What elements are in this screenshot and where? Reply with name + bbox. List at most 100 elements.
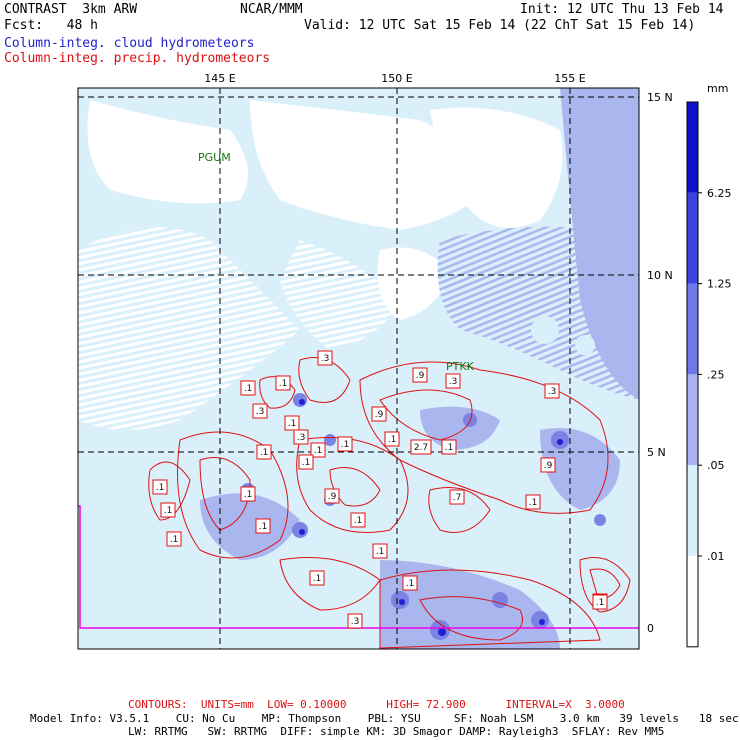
contour-value-label: .1	[309, 570, 325, 586]
svg-text:.3: .3	[256, 407, 265, 417]
init-time: Init: 12 UTC Thu 13 Feb 14	[520, 2, 724, 17]
svg-text:.1: .1	[288, 419, 297, 429]
contour-value-label: .1	[160, 502, 176, 518]
model-info-line-2: LW: RRTMG SW: RRTMG DIFF: simple KM: 3D …	[128, 725, 665, 738]
svg-text:.1: .1	[244, 384, 253, 394]
svg-text:.1: .1	[302, 458, 311, 468]
contour-value-label: .1	[255, 518, 271, 534]
contour-value-label: .3	[347, 613, 363, 629]
svg-text:.1: .1	[354, 516, 363, 526]
longitude-labels: 145 E 150 E 155 E	[204, 72, 585, 85]
contour-value-label: .3	[544, 383, 560, 399]
legend-cloud-hydrometeors: Column-integ. cloud hydrometeors	[4, 36, 255, 51]
valid-time: Valid: 12 UTC Sat 15 Feb 14 (22 ChT Sat …	[304, 18, 696, 33]
cloud-field	[78, 88, 639, 649]
contour-value-label: .1	[402, 575, 418, 591]
svg-text:.1: .1	[596, 598, 605, 608]
contour-value-label: .1	[275, 375, 291, 391]
model-title: CONTRAST 3km ARW	[4, 2, 138, 17]
svg-text:.1: .1	[170, 535, 179, 545]
svg-text:.1: .1	[156, 483, 165, 493]
svg-text:.1: .1	[260, 448, 269, 458]
contour-value-label: .1	[337, 436, 353, 452]
contour-value-label: .9	[412, 367, 428, 383]
contour-value-label: .1	[592, 594, 608, 610]
svg-text:.9: .9	[416, 371, 425, 381]
svg-text:.1: .1	[313, 574, 322, 584]
svg-text:.3: .3	[297, 433, 306, 443]
contour-value-label: .1	[372, 543, 388, 559]
colorbar-level: .05	[707, 459, 725, 472]
colorbar-level: 1.25	[707, 278, 732, 291]
svg-text:.1: .1	[164, 506, 173, 516]
contour-value-label: .3	[293, 429, 309, 445]
contour-value-label: .1	[298, 454, 314, 470]
contour-value-label: .3	[252, 403, 268, 419]
svg-text:.1: .1	[445, 443, 454, 453]
latitude-labels: 15 N 10 N 5 N 0	[647, 91, 673, 635]
contour-value-label: .1	[152, 479, 168, 495]
contour-value-label: .3	[445, 373, 461, 389]
svg-text:.3: .3	[548, 387, 557, 397]
svg-text:.1: .1	[259, 522, 268, 532]
contour-value-label: .1	[350, 512, 366, 528]
colorbar-segment	[687, 374, 698, 466]
longitude-label: 150 E	[381, 72, 412, 85]
svg-text:.1: .1	[529, 498, 538, 508]
station-label-ptkk: PTKK	[446, 360, 475, 373]
model-info-line-1: Model Info: V3.5.1 CU: No Cu MP: Thompso…	[30, 712, 739, 725]
contour-value-label: .1	[525, 494, 541, 510]
svg-text:.1: .1	[314, 446, 323, 456]
longitude-label: 155 E	[554, 72, 585, 85]
svg-text:.1: .1	[279, 379, 288, 389]
graticule	[78, 88, 639, 649]
colorbar-segment	[687, 102, 698, 193]
map-frame	[77, 87, 640, 650]
colorbar-level: 6.25	[707, 187, 732, 200]
svg-text:.1: .1	[406, 579, 415, 589]
contour-value-label: 2.7	[410, 439, 432, 455]
svg-text:.1: .1	[376, 547, 385, 557]
latitude-label: 5 N	[647, 446, 666, 459]
contour-value-label: .7	[449, 489, 465, 505]
svg-text:2.7: 2.7	[414, 443, 428, 453]
contour-value-label: .1	[384, 431, 400, 447]
colorbar-level: .25	[707, 368, 725, 381]
contour-value-labels: .3.1.1.3.1.1.3.9.3.9.3.1.1.1 2.7.1.1.1.1.…	[152, 350, 608, 629]
contour-value-label: .9	[324, 488, 340, 504]
latitude-label: 0	[647, 622, 654, 635]
svg-text:.1: .1	[388, 435, 397, 445]
latitude-label: 10 N	[647, 269, 673, 282]
svg-text:.1: .1	[244, 490, 253, 500]
colorbar-segment	[687, 283, 698, 375]
contour-value-label: .1	[166, 531, 182, 547]
contour-value-label: .1	[310, 442, 326, 458]
organization-label: NCAR/MMM	[240, 2, 303, 17]
colorbar: mm 6.25 1.25 .25 .05 .01	[686, 82, 732, 648]
colorbar-segment	[687, 465, 698, 556]
contour-value-label: .9	[371, 406, 387, 422]
contour-info: CONTOURS: UNITS=mm LOW= 0.10000 HIGH= 72…	[128, 698, 625, 711]
station-label-pgum: PGUM	[198, 151, 231, 164]
svg-text:.9: .9	[328, 492, 337, 502]
contour-value-label: .1	[284, 415, 300, 431]
forecast-hour: Fcst: 48 h	[4, 18, 98, 33]
contour-value-label: .9	[540, 457, 556, 473]
colorbar-segment	[687, 192, 698, 284]
svg-text:.1: .1	[341, 440, 350, 450]
svg-text:.9: .9	[375, 410, 384, 420]
colorbar-unit: mm	[707, 82, 728, 95]
longitude-label: 145 E	[204, 72, 235, 85]
contour-value-label: .1	[240, 380, 256, 396]
svg-text:.3: .3	[351, 617, 360, 627]
contour-value-label: .3	[317, 350, 333, 366]
svg-text:.3: .3	[321, 354, 330, 364]
latitude-label: 15 N	[647, 91, 673, 104]
svg-text:.7: .7	[453, 493, 462, 503]
colorbar-level: .01	[707, 550, 725, 563]
contour-value-label: .1	[240, 486, 256, 502]
legend-precip-hydrometeors: Column-integ. precip. hydrometeors	[4, 51, 271, 66]
svg-text:.3: .3	[449, 377, 458, 387]
contour-value-label: .1	[256, 444, 272, 460]
